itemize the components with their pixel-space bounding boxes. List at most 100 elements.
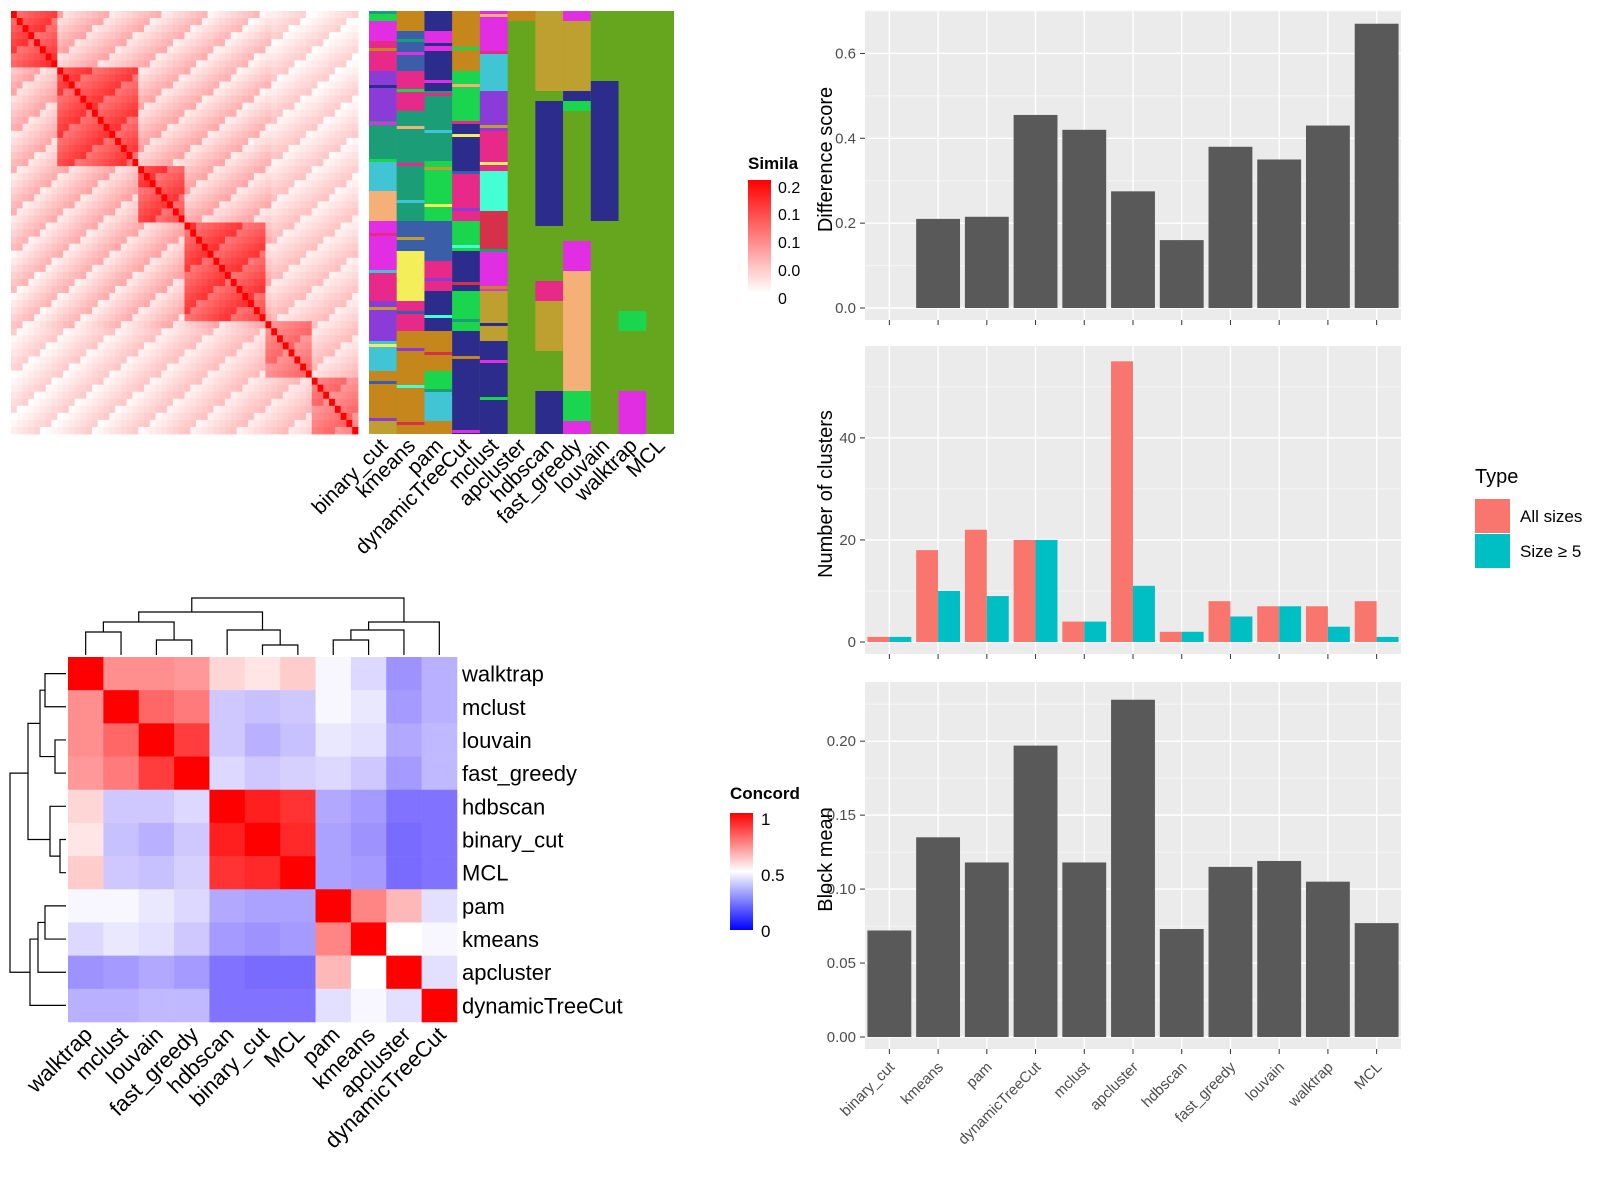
similarity-cell [213, 356, 220, 364]
similarity-cell [155, 321, 162, 329]
similarity-cell [63, 419, 70, 428]
similarity-cell [74, 25, 81, 33]
similarity-cell [161, 60, 168, 68]
similarity-cell [282, 208, 289, 216]
similarity-cell [74, 264, 81, 273]
similarity-cell [329, 67, 336, 75]
dendrogram-branch [49, 805, 66, 857]
membership-block [479, 291, 508, 341]
similarity-cell [305, 314, 313, 322]
similarity-cell [57, 335, 64, 343]
similarity-cell [294, 67, 301, 75]
similarity-cell [253, 25, 261, 33]
similarity-cell [184, 426, 191, 435]
similarity-cell [45, 60, 52, 68]
similarity-cell [28, 307, 35, 315]
similarity-cell [11, 46, 18, 54]
similarity-cell [253, 398, 261, 407]
similarity-cell [39, 109, 47, 118]
similarity-cell [91, 74, 99, 82]
similarity-cell [132, 222, 139, 230]
similarity-cell [334, 130, 342, 139]
similarity-cell [190, 18, 197, 26]
concordance-cell [138, 988, 175, 1023]
similarity-cell [167, 194, 174, 202]
similarity-cell [138, 229, 145, 237]
concordance-row-label: mclust [462, 695, 526, 720]
similarity-cell [74, 257, 81, 266]
similarity-cell [57, 180, 64, 188]
similarity-cell [236, 356, 243, 364]
similarity-cell [340, 159, 347, 167]
similarity-cell [80, 426, 87, 435]
similarity-cell [329, 53, 336, 61]
similarity-cell [271, 321, 278, 329]
similarity-cell [45, 95, 52, 104]
similarity-cell [242, 285, 249, 294]
similarity-cell [120, 426, 128, 435]
similarity-cell [144, 243, 151, 252]
similarity-cell [144, 109, 151, 118]
similarity-cell [311, 166, 318, 174]
similarity-cell [11, 349, 18, 357]
similarity-cell [184, 321, 191, 329]
similarity-cell [132, 130, 139, 139]
membership-stripe [424, 167, 453, 170]
similarity-cell [213, 46, 220, 54]
similarity-cell [172, 257, 180, 266]
similarity-cell [329, 130, 336, 139]
similarity-cell [28, 321, 35, 329]
similarity-cell [219, 349, 226, 357]
concordance-cell [280, 856, 316, 890]
dendrogram-branch [191, 597, 405, 622]
similarity-cell [334, 215, 342, 223]
similarity-cell [334, 194, 342, 202]
similarity-cell [63, 60, 70, 68]
similarity-cell [39, 250, 47, 259]
bar [1305, 881, 1350, 1037]
similarity-cell [80, 321, 87, 329]
similarity-cell [149, 109, 156, 118]
similarity-cell [172, 39, 180, 47]
similarity-cell [323, 349, 330, 357]
similarity-cell [39, 328, 47, 336]
similarity-cell [22, 208, 29, 216]
similarity-cell [161, 39, 168, 47]
similarity-cell [282, 81, 289, 89]
similarity-cell [91, 173, 99, 181]
similarity-cell [80, 398, 87, 407]
similarity-cell [74, 88, 81, 96]
similarity-cell [317, 229, 324, 237]
similarity-cell [172, 314, 180, 322]
similarity-cell [230, 356, 237, 364]
similarity-cell [39, 208, 47, 216]
similarity-cell [155, 109, 162, 118]
similarity-cell [74, 419, 81, 428]
membership-block [479, 251, 508, 291]
similarity-cell [184, 222, 191, 230]
similarity-cell [138, 201, 145, 209]
similarity-cell [74, 271, 81, 280]
similarity-cell [352, 335, 359, 343]
similarity-cell [190, 130, 197, 139]
similarity-cell [271, 152, 278, 160]
similarity-cell [184, 384, 191, 393]
similarity-cell [149, 53, 156, 61]
similarity-cell [242, 412, 249, 421]
similarity-cell [74, 60, 81, 68]
similarity-cell [334, 74, 342, 82]
similarity-cell [259, 307, 266, 315]
similarity-cell [103, 46, 110, 54]
similarity-cell [300, 88, 307, 96]
similarity-cell [300, 81, 307, 89]
similarity-cell [271, 335, 278, 343]
similarity-cell [45, 39, 52, 47]
similarity-cell [34, 208, 41, 216]
similarity-cell [300, 264, 307, 273]
similarity-cell [277, 243, 284, 252]
membership-stripe [479, 14, 508, 17]
similarity-cell [294, 18, 301, 26]
similarity-cell [323, 123, 330, 132]
similarity-cell [334, 307, 342, 315]
similarity-cell [80, 405, 87, 414]
